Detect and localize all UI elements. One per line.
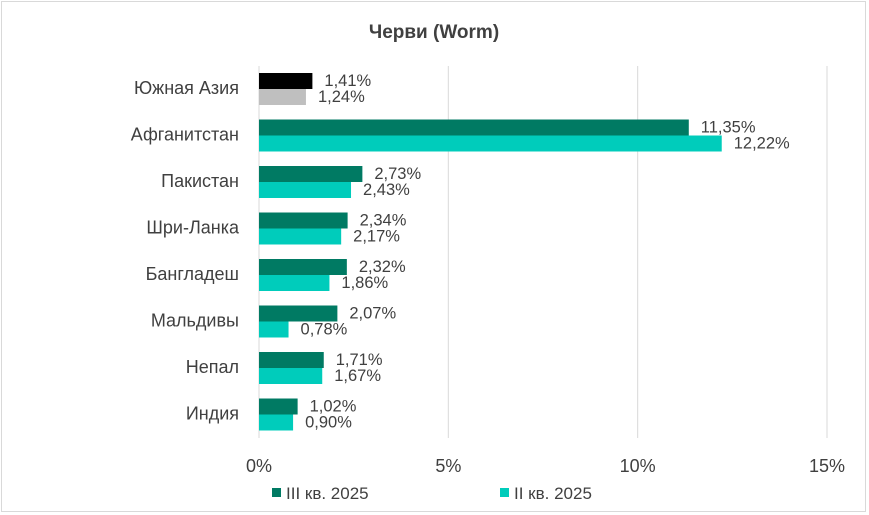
chart-title: Черви (Worm): [369, 22, 499, 43]
data-label: 1,24%: [318, 88, 365, 106]
bar-q2: [259, 228, 342, 245]
bar-q3: [259, 352, 324, 368]
bar-q2: [259, 89, 306, 105]
data-label: 11,35%: [701, 119, 756, 137]
bar-q3: [259, 212, 348, 229]
data-label: 2,07%: [349, 305, 396, 323]
category-label: Непал: [186, 357, 239, 377]
legend: III кв. 2025 II кв. 2025: [272, 484, 592, 503]
category-label: Афганитстан: [131, 125, 239, 145]
data-label: 0,90%: [305, 414, 352, 432]
bar-q2: [259, 135, 722, 152]
bars-group: [259, 73, 722, 431]
category-label: Бангладеш: [146, 264, 239, 284]
x-tick-labels: 0% 5% 10% 15%: [246, 456, 845, 476]
bar-q2: [259, 321, 289, 338]
bar-q3: [259, 398, 298, 415]
bar-q2: [259, 368, 323, 384]
data-labels: 1,41%1,24% 11,35%12,22% 2,73%2,43% 2,34%2,1…: [301, 72, 790, 432]
legend-label: II кв. 2025: [514, 484, 592, 503]
category-labels: Южная Азия Афганитстан Пакистан Шри-Ланка Ба…: [131, 78, 240, 424]
category-label: Пакистан: [161, 171, 239, 191]
x-tick-label: 15%: [809, 456, 845, 476]
data-label: 1,41%: [324, 72, 371, 90]
x-tick-label: 10%: [620, 456, 656, 476]
bar-q2: [259, 182, 352, 198]
x-tick-label: 5%: [435, 456, 461, 476]
data-label: 2,43%: [363, 181, 410, 199]
data-label: 2,34%: [360, 212, 407, 230]
data-label: 1,86%: [341, 274, 388, 292]
bar-q2: [259, 275, 330, 291]
bar-q2: [259, 414, 294, 431]
x-tick-label: 0%: [246, 456, 272, 476]
legend-swatch: [500, 488, 509, 497]
category-label: Индия: [186, 404, 239, 424]
data-label: 12,22%: [734, 135, 790, 153]
bar-q3: [259, 259, 347, 275]
category-label: Южная Азия: [134, 78, 239, 98]
data-label: 2,17%: [353, 228, 400, 246]
data-label: 0,78%: [301, 321, 348, 339]
bar-q3: [259, 166, 363, 182]
legend-swatch: [272, 488, 281, 497]
category-label: Шри-Ланка: [146, 218, 240, 238]
bar-q3: [259, 305, 338, 322]
data-label: 1,71%: [336, 351, 383, 369]
data-label: 1,67%: [334, 367, 381, 385]
legend-label: III кв. 2025: [286, 484, 369, 503]
data-label: 2,32%: [359, 258, 406, 276]
bar-q3: [259, 119, 689, 136]
category-label: Мальдивы: [151, 311, 239, 331]
data-label: 2,73%: [374, 165, 421, 183]
bar-q3: [259, 73, 313, 89]
data-label: 1,02%: [310, 398, 357, 416]
